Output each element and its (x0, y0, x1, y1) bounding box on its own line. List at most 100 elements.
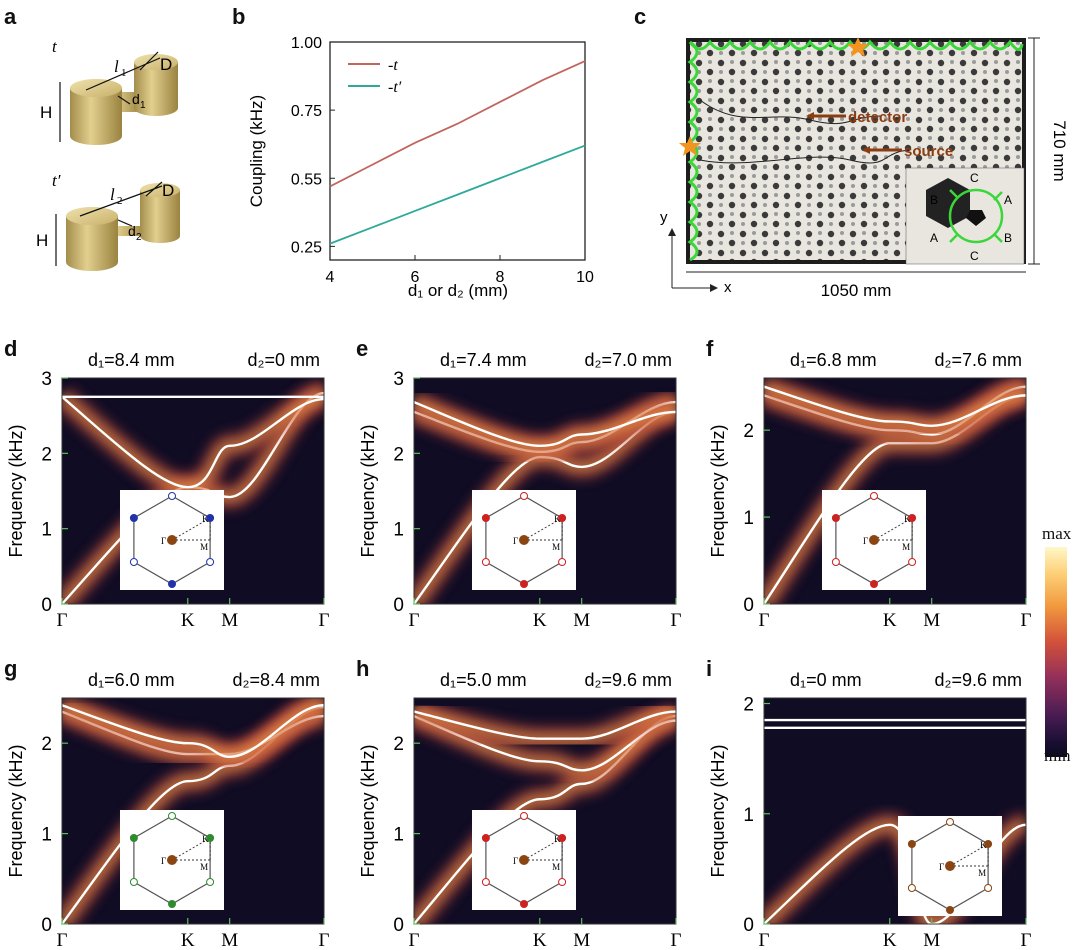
H-label-top: H (40, 103, 52, 122)
xtick-label: Γ (671, 930, 682, 950)
panel-e-band-heatmap: 0 1 2 3 Γ K M Γd₁=7.4 mm d₂=7.0 mm Frequency (kHz… (358, 350, 682, 630)
ylabel: Frequency (kHz) (6, 744, 26, 877)
bz-k-label: K (904, 514, 911, 524)
height-label: 710 mm (1050, 120, 1069, 181)
bz-path-gk (523, 517, 563, 541)
panel-g-band-heatmap: 0 1 2 Γ K M Γd₁=6.0 mm d₂=8.4 mm Frequency (kHz)… (6, 670, 330, 950)
brillouin-zone-inset: Γ K M (120, 490, 224, 590)
xtick-label: Γ (319, 610, 330, 630)
panel-f-band-heatmap: 0 1 2 Γ K M Γd₁=6.8 mm d₂=7.6 mm Frequency (kHz)… (708, 350, 1032, 630)
brillouin-zone-inset: Γ K M (472, 490, 576, 590)
chart-b-xtick-label: 8 (496, 269, 505, 286)
H-label-bottom: H (36, 231, 48, 250)
D-label-top: D (160, 55, 172, 74)
bz-vertex-marker (984, 840, 993, 848)
panel-title-d1: d₁=8.4 mm (88, 350, 175, 370)
ytick-label: 2 (41, 444, 52, 465)
l2-label: l (110, 185, 115, 204)
panel-d-band-heatmap: 0 1 2 3 Γ K M Γd₁=8.4 mm d₂=0 mm Frequency (kHz) Γ… (6, 350, 330, 630)
ytick-label: 0 (393, 915, 404, 936)
xtick-label: M (573, 610, 590, 630)
inset-letter-2: B (930, 193, 938, 207)
bz-m-label: M (902, 542, 910, 552)
bz-k-label: K (980, 840, 987, 850)
xtick-label: K (181, 930, 195, 950)
sample-left-boundary (687, 40, 699, 262)
bz-vertex-marker (129, 834, 138, 842)
ytick-label: 1 (393, 520, 404, 541)
xtick-label: Γ (1021, 610, 1032, 630)
colorbar-max-label: max (1042, 524, 1072, 543)
bz-m-label: M (552, 542, 560, 552)
panel-title-d1: d₁=7.4 mm (440, 350, 527, 370)
bz-vertex-marker (558, 834, 567, 842)
bz-vertex-marker (907, 840, 916, 848)
y-axis-label: y (660, 209, 668, 226)
bz-vertex-marker (831, 514, 840, 522)
heatmap-frame (763, 377, 1027, 605)
d2-label: d (128, 223, 136, 239)
heatmap-frame (763, 697, 1027, 925)
panel-letter-g: g (4, 656, 18, 681)
bz-vertex-marker (206, 558, 215, 566)
d2-sub: 2 (136, 232, 142, 243)
bz-vertex-marker (481, 514, 490, 522)
ylabel: Frequency (kHz) (708, 744, 728, 877)
ylabel: Frequency (kHz) (358, 424, 378, 557)
colorbar-min-label: min (1044, 746, 1071, 765)
l2-sub: 2 (117, 195, 123, 207)
xtick-label: Γ (671, 610, 682, 630)
bz-vertex-marker (168, 492, 176, 500)
bz-gamma-label: Γ (161, 536, 166, 546)
xtick-label: K (181, 610, 195, 630)
xtick-label: Γ (57, 610, 68, 630)
bz-vertex-marker (946, 818, 954, 826)
ytick-label: 2 (393, 734, 404, 755)
bz-vertex-marker (206, 834, 215, 842)
inset-letter-3: A (1004, 193, 1012, 207)
bz-gamma-point (519, 535, 529, 545)
xtick-label: Γ (319, 930, 330, 950)
chart-b-frame (329, 41, 586, 261)
ytick-label: 2 (393, 444, 404, 465)
inset-letter-5: B (1004, 231, 1012, 245)
d1-sub: 1 (140, 100, 146, 111)
panel-a-tprime-label: t′ (52, 171, 61, 190)
bz-gamma-point (869, 535, 879, 545)
heatmap-frame (413, 377, 677, 605)
panel-letter-i: i (706, 656, 713, 681)
bz-vertex-marker (206, 514, 215, 522)
ylabel: Frequency (kHz) (708, 424, 728, 557)
bz-vertex-marker (481, 834, 490, 842)
panel-title-d2: d₂=7.6 mm (934, 350, 1022, 370)
bz-path-gk (949, 843, 989, 867)
panel-letter-d: d (4, 336, 18, 361)
ytick-label: 3 (41, 369, 52, 390)
legend-tprime: -t′ (388, 79, 402, 96)
panel-title-d2: d₂=9.6 mm (584, 670, 672, 690)
xtick-label: K (883, 930, 897, 950)
panel-letter-b: b (232, 4, 246, 29)
unit-cell-inset: C B A A B C (905, 167, 1025, 265)
bz-vertex-marker (520, 812, 528, 820)
panel-a-t-label: t (52, 37, 58, 56)
xtick-label: M (573, 930, 590, 950)
ytick-label: 1 (41, 520, 52, 541)
band-line (62, 704, 324, 758)
heatmap-frame (61, 697, 325, 925)
brillouin-zone-inset: Γ K M (822, 490, 926, 590)
chart-b-xtick-label: 4 (326, 269, 335, 286)
xtick-label: Γ (759, 610, 770, 630)
bz-gamma-point (167, 855, 177, 865)
bz-m-label: M (978, 868, 986, 878)
source-wire (699, 149, 911, 164)
panel-title-d1: d₁=6.8 mm (790, 350, 877, 370)
bz-gamma-label: Γ (513, 536, 518, 546)
xtick-label: K (533, 610, 547, 630)
brillouin-zone-inset: Γ K M (898, 816, 1002, 916)
heatmap-frame (61, 377, 325, 605)
ytick-label: 0 (393, 595, 404, 616)
bz-k-label: K (554, 514, 561, 524)
bz-gamma-point (519, 855, 529, 865)
detector-arrowhead (806, 112, 814, 120)
